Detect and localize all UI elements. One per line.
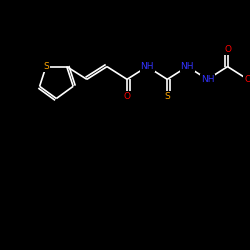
Text: O: O	[224, 45, 231, 54]
Text: O: O	[124, 92, 130, 101]
Text: S: S	[164, 92, 170, 101]
Text: NH: NH	[201, 75, 214, 84]
Text: NH: NH	[140, 62, 154, 71]
Text: NH: NH	[180, 62, 194, 71]
Text: O: O	[244, 75, 250, 84]
Text: S: S	[43, 62, 49, 71]
